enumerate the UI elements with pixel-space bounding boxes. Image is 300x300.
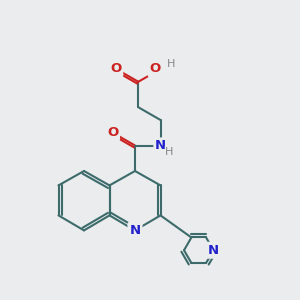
- Text: O: O: [110, 62, 122, 76]
- Text: N: N: [129, 224, 141, 237]
- Text: O: O: [149, 62, 161, 76]
- Text: O: O: [107, 126, 118, 139]
- Text: H: H: [165, 146, 174, 157]
- Text: H: H: [167, 58, 175, 69]
- Text: N: N: [208, 244, 219, 257]
- Text: N: N: [155, 139, 166, 152]
